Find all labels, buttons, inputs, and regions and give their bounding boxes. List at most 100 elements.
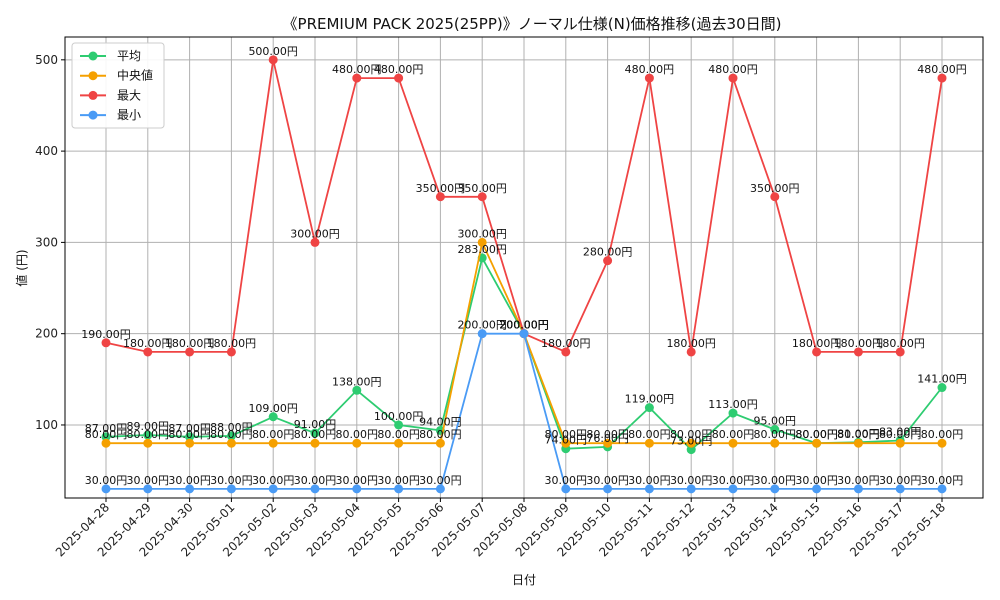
data-label: 91.00円	[294, 418, 337, 431]
data-label: 74.00円	[545, 434, 588, 447]
data-point	[185, 347, 195, 357]
data-label: 80.00円	[419, 428, 462, 441]
data-label: 30.00円	[127, 474, 170, 487]
data-label: 30.00円	[921, 474, 964, 487]
y-tick-label: 400	[35, 144, 58, 158]
data-point	[352, 385, 362, 395]
data-point	[770, 192, 780, 202]
data-point	[226, 347, 236, 357]
data-point	[435, 438, 445, 448]
data-point	[310, 438, 320, 448]
data-label: 80.00円	[85, 428, 128, 441]
data-point	[226, 438, 236, 448]
data-point	[226, 431, 236, 441]
data-label: 80.00円	[795, 428, 838, 441]
legend-label: 最小	[117, 108, 141, 122]
data-point	[394, 484, 404, 494]
data-label: 88.00円	[210, 421, 253, 434]
data-label: 283.00円	[457, 243, 507, 256]
data-label: 30.00円	[252, 474, 295, 487]
data-point	[937, 383, 947, 393]
data-label: 30.00円	[879, 474, 922, 487]
data-point	[519, 329, 529, 339]
y-axis-title: 値 (円)	[14, 249, 29, 286]
data-label: 87.00円	[85, 422, 128, 435]
legend-label: 平均	[117, 49, 141, 63]
data-point	[937, 73, 947, 83]
data-label: 80.00円	[879, 428, 922, 441]
data-point	[352, 73, 362, 83]
data-point	[728, 408, 738, 418]
y-tick-label: 200	[35, 327, 58, 341]
data-point	[603, 256, 613, 266]
data-label: 138.00円	[332, 375, 382, 388]
data-point	[603, 484, 613, 494]
data-label: 200.00円	[499, 319, 549, 332]
data-label: 119.00円	[625, 393, 675, 406]
legend-swatch-marker	[88, 71, 98, 81]
data-point	[268, 55, 278, 65]
data-label: 480.00円	[917, 63, 967, 76]
data-point	[185, 484, 195, 494]
data-point	[268, 438, 278, 448]
data-label: 280.00円	[583, 246, 633, 259]
data-point	[185, 432, 195, 442]
data-label: 80.00円	[294, 428, 337, 441]
data-label: 80.00円	[921, 428, 964, 441]
legend-swatch-marker	[88, 90, 98, 100]
data-label: 480.00円	[374, 63, 424, 76]
data-point	[477, 192, 487, 202]
x-axis-title: 日付	[512, 573, 536, 587]
data-point	[937, 484, 947, 494]
data-point	[394, 73, 404, 83]
data-point	[937, 438, 947, 448]
data-label: 30.00円	[545, 474, 588, 487]
data-label: 480.00円	[332, 63, 382, 76]
data-label: 83.00円	[879, 425, 922, 438]
data-point	[310, 428, 320, 438]
data-point	[352, 438, 362, 448]
data-point	[435, 484, 445, 494]
data-label: 81.00円	[837, 427, 880, 440]
data-point	[143, 484, 153, 494]
data-point	[853, 484, 863, 494]
data-label: 350.00円	[416, 182, 466, 195]
data-label: 80.00円	[252, 428, 295, 441]
data-label: 190.00円	[81, 328, 131, 341]
data-point	[686, 347, 696, 357]
data-point	[644, 403, 654, 413]
data-label: 80.00円	[210, 428, 253, 441]
data-label: 480.00円	[708, 63, 758, 76]
data-point	[770, 425, 780, 435]
data-label: 180.00円	[541, 337, 591, 350]
data-point	[352, 484, 362, 494]
data-point	[644, 484, 654, 494]
data-labels: 87.00円 89.00円 87.00円 88.00円109.00円91.00円138…	[81, 45, 967, 487]
data-label: 80.00円	[628, 428, 671, 441]
data-label: 113.00円	[708, 398, 758, 411]
data-point	[895, 438, 905, 448]
data-label: 180.00円	[834, 337, 884, 350]
data-label: 80.00円	[712, 428, 755, 441]
data-label: 30.00円	[586, 474, 629, 487]
data-point	[812, 347, 822, 357]
data-point	[268, 412, 278, 422]
chart-title: 《PREMIUM PACK 2025(25PP)》ノーマル仕様(N)価格推移(過…	[283, 15, 782, 33]
data-label: 480.00円	[625, 63, 675, 76]
data-label: 80.00円	[545, 428, 588, 441]
series-layer	[101, 55, 947, 494]
data-point	[603, 438, 613, 448]
data-point	[101, 338, 111, 348]
data-point	[101, 438, 111, 448]
data-label: 30.00円	[837, 474, 880, 487]
data-label: 80.00円	[336, 428, 379, 441]
data-point	[226, 484, 236, 494]
data-label: 200.00円	[499, 319, 549, 332]
data-point	[101, 432, 111, 442]
legend-swatch-marker	[88, 51, 98, 61]
data-label: 89.00円	[127, 420, 170, 433]
data-label: 80.00円	[837, 428, 880, 441]
data-point	[561, 347, 571, 357]
data-label: 200.00円	[457, 319, 507, 332]
data-point	[812, 484, 822, 494]
